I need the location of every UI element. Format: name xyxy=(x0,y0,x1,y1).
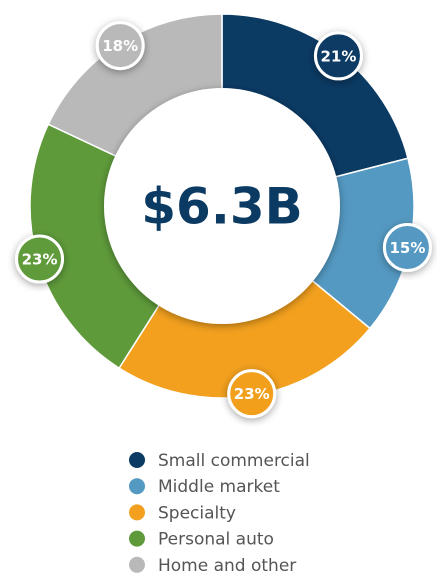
legend-label: Specialty xyxy=(158,503,236,523)
legend-swatch xyxy=(129,478,145,495)
value-label-badge xyxy=(382,222,432,272)
legend-label: Home and other xyxy=(158,556,296,574)
value-label-badge xyxy=(313,31,363,81)
value-label: 18% xyxy=(102,37,138,55)
value-labels: 21% 15% 23% 23% 18% xyxy=(15,21,432,419)
legend-swatch xyxy=(129,556,145,573)
value-label: 23% xyxy=(234,385,270,403)
center-label: $6.3B xyxy=(141,178,302,236)
legend-label: Personal auto xyxy=(158,530,274,550)
legend: Small commercial Middle market Specialty Pe… xyxy=(129,451,310,574)
value-label-badge xyxy=(15,234,65,284)
legend-label: Middle market xyxy=(158,477,280,497)
value-label-badge xyxy=(227,369,277,419)
legend-label: Small commercial xyxy=(158,451,310,471)
value-label: 23% xyxy=(22,251,58,269)
value-label: 15% xyxy=(389,239,425,257)
legend-swatch xyxy=(129,530,145,547)
legend-swatch xyxy=(129,504,145,521)
donut-hole xyxy=(104,88,340,324)
value-label-badge xyxy=(95,21,145,71)
value-label: 21% xyxy=(320,47,356,65)
legend-swatch xyxy=(129,452,145,468)
